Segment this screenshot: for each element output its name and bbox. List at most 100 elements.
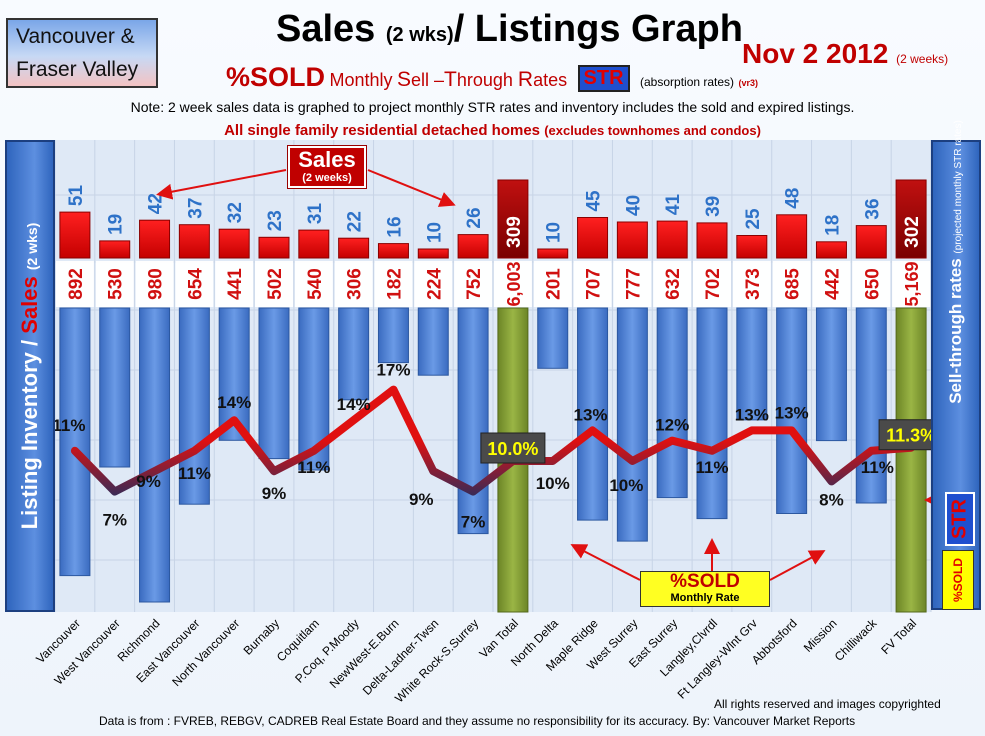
listing-label-box — [135, 261, 174, 307]
listing-bar — [815, 307, 847, 442]
copyright-note: All rights reserved and images copyright… — [714, 697, 941, 711]
chart-subtitle: All single family residential detached h… — [0, 122, 985, 139]
sales-bar — [457, 234, 489, 259]
listing-bar — [855, 307, 887, 504]
sales-bar — [59, 211, 91, 259]
subtitle-main: All single family residential detached h… — [224, 122, 541, 139]
listing-bar — [895, 307, 927, 613]
rate-label: 11% — [178, 464, 211, 483]
sales-arrow-left — [156, 169, 287, 200]
listing-bar — [139, 307, 171, 603]
rate-label: 17% — [376, 361, 410, 380]
sales-bar — [497, 179, 529, 259]
r-rest: ates — [533, 70, 568, 90]
sales-value-label: 22 — [345, 211, 366, 232]
right-axis-label: Sell-through rates (projected monthly ST… — [946, 120, 966, 404]
date-note: (2 weeks) — [896, 52, 949, 66]
chart-note: Note: 2 week sales data is graphed to pr… — [130, 99, 855, 115]
rate-label: 13% — [735, 405, 769, 424]
listing-label-box — [533, 261, 572, 307]
sales-bar — [139, 219, 171, 259]
t-cap: T — [444, 68, 457, 91]
listing-bar — [577, 307, 609, 521]
listing-bar — [178, 307, 210, 505]
listing-bar — [616, 307, 648, 542]
listing-value-label: 540 — [305, 268, 326, 300]
listing-bar — [377, 307, 409, 364]
sales-bar — [338, 237, 370, 259]
listing-value-label: 441 — [225, 268, 246, 300]
sales-bar — [815, 241, 847, 259]
listing-label-box — [613, 261, 652, 307]
sales-value-label: 37 — [185, 198, 206, 219]
sales-bar — [417, 248, 449, 259]
listing-label-box — [772, 261, 811, 307]
listing-bar — [417, 307, 449, 376]
listing-label-box — [454, 261, 493, 307]
report-date: Nov 2 2012 (2 weeks) — [742, 38, 948, 70]
listing-label-box — [55, 261, 94, 307]
listing-label-box — [255, 261, 293, 307]
sold-callout-sub: Monthly Rate — [670, 592, 740, 604]
sales-bar — [855, 225, 887, 259]
listing-label-box — [732, 261, 771, 307]
sales-bar — [776, 214, 808, 259]
sales-value-label: 41 — [663, 194, 684, 216]
rate-label: 13% — [775, 403, 809, 422]
sales-callout: Sales (2 weeks) — [288, 146, 366, 188]
listing-label-box — [852, 261, 891, 307]
sales-value-label: 26 — [464, 207, 485, 228]
region-line-1: Vancouver & — [16, 25, 135, 48]
listing-value-label: 224 — [424, 268, 445, 300]
version-note: (vr3) — [738, 78, 759, 88]
sales-bar — [696, 222, 728, 259]
rate-label: 10% — [536, 474, 570, 493]
sales-arrow-right — [367, 169, 456, 207]
listing-bar — [776, 307, 808, 514]
listing-label-box — [493, 261, 532, 307]
listing-value-label: 306 — [345, 268, 366, 300]
right-axis-main: Sell-through rates — [946, 258, 965, 404]
sales-value-label: 16 — [384, 216, 405, 237]
rate-label: 12% — [655, 416, 689, 435]
listing-bar — [99, 307, 131, 468]
listing-bar — [656, 307, 688, 499]
rate-label: 11% — [861, 458, 894, 477]
date-text: Nov 2 2012 — [742, 38, 889, 69]
sales-bar — [656, 220, 688, 259]
s-rest: ell – — [410, 70, 444, 90]
sales-value-label: 10 — [544, 222, 565, 243]
sold-arrow-left — [570, 544, 641, 581]
sales-value-label: 25 — [743, 208, 764, 230]
sales-value-label: 18 — [822, 215, 843, 236]
rate-label: 10% — [609, 476, 643, 495]
sold-label: %SOLD — [226, 62, 326, 92]
sales-bar — [616, 221, 648, 259]
listing-value-label: 892 — [66, 268, 87, 300]
sold-callout: %SOLD Monthly Rate — [640, 571, 770, 607]
listing-value-label: 6,003 — [504, 261, 524, 306]
line-layer — [70, 385, 916, 496]
sales-bar — [895, 179, 927, 259]
title-sub: (2 wks) — [385, 24, 454, 46]
category-label: Ft Langley-Wlnt Grv — [675, 616, 760, 701]
right-str-badge: STR — [945, 492, 975, 546]
subtitle-paren: (excludes townhomes and condos) — [544, 123, 761, 138]
right-str-text: STR — [948, 499, 971, 539]
region-line-2: Fraser Valley — [16, 58, 139, 81]
listing-label-box — [334, 261, 373, 307]
listing-value-label: 980 — [146, 268, 167, 300]
sales-callout-title: Sales — [298, 147, 356, 172]
listing-bar — [457, 307, 489, 535]
total-rate-label: 10.0% — [487, 439, 538, 459]
chart-title: Sales (2 wks)/ Listings Graph — [276, 8, 743, 51]
rate-label: 9% — [136, 472, 161, 491]
s-cap: S — [396, 68, 411, 91]
rate-label: 9% — [262, 484, 287, 503]
r-cap: R — [517, 68, 534, 91]
sales-value-label: 39 — [703, 196, 724, 217]
sell-through-line — [70, 385, 916, 496]
sales-bar — [298, 229, 330, 259]
sales-value-label: 23 — [265, 210, 286, 231]
listing-value-label: 201 — [544, 268, 565, 300]
